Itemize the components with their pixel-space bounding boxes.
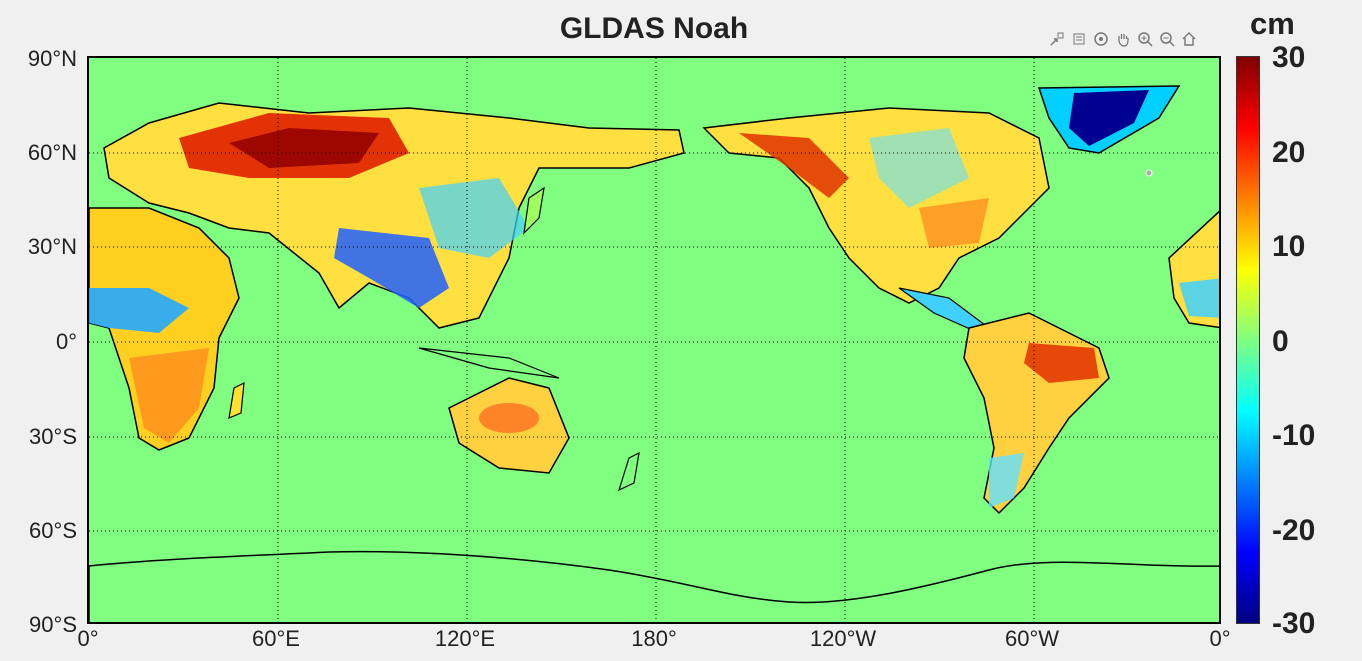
marker-point bbox=[1145, 169, 1153, 177]
home-icon[interactable] bbox=[1180, 30, 1198, 48]
lat-tick-60s: 60°S bbox=[29, 518, 77, 543]
antarctica-landmass bbox=[89, 550, 1219, 622]
map-title: GLDAS Noah bbox=[559, 12, 749, 45]
new-zealand-landmass bbox=[618, 451, 640, 492]
china-cyan bbox=[419, 178, 529, 258]
colorbar-tick-30: 30 bbox=[1272, 41, 1306, 74]
colorbar bbox=[1236, 56, 1260, 624]
lon-tick-0-west: 0° bbox=[77, 626, 99, 651]
greenland-deep-loss bbox=[1069, 90, 1149, 146]
madagascar-landmass bbox=[228, 381, 245, 419]
central-asia-blue bbox=[334, 228, 449, 308]
lat-tick-30n: 30°N bbox=[27, 234, 77, 259]
lon-tick-60w: 60°W bbox=[1004, 626, 1060, 651]
zoom-in-icon[interactable] bbox=[1136, 30, 1154, 48]
brush-icon[interactable] bbox=[1070, 30, 1088, 48]
pan-icon[interactable] bbox=[1114, 30, 1132, 48]
colorbar-tick-20: 20 bbox=[1272, 136, 1306, 169]
lat-tick-90s: 90°S bbox=[29, 612, 77, 637]
map-axes[interactable] bbox=[87, 56, 1221, 624]
colorbar-tick-neg30: -30 bbox=[1272, 607, 1316, 640]
siberia-dark-region bbox=[229, 128, 379, 168]
lat-tick-0: 0° bbox=[55, 329, 77, 354]
lon-tick-60e: 60°E bbox=[252, 626, 300, 651]
lat-tick-90n: 90°N bbox=[27, 46, 77, 71]
alaska-hot-region bbox=[739, 133, 849, 198]
lon-tick-180: 180° bbox=[631, 626, 677, 651]
colorbar-tick-neg10: -10 bbox=[1272, 419, 1316, 452]
canada-cyan-region bbox=[869, 128, 969, 208]
zoom-out-icon[interactable] bbox=[1158, 30, 1176, 48]
colorbar-tick-0: 0 bbox=[1272, 325, 1289, 358]
colorbar-tick-10: 10 bbox=[1272, 230, 1306, 263]
rotate-icon[interactable] bbox=[1092, 30, 1110, 48]
japan-landmass bbox=[523, 186, 545, 235]
africa-west-blue bbox=[89, 288, 189, 333]
south-america-south-cyan bbox=[989, 453, 1024, 508]
map-canvas bbox=[89, 58, 1219, 622]
graticule bbox=[89, 58, 1219, 622]
lon-tick-0-east: 0° bbox=[1209, 626, 1231, 651]
lon-tick-120w: 120°W bbox=[809, 626, 877, 651]
indonesia-landmass bbox=[418, 347, 560, 379]
us-east-orange bbox=[919, 198, 989, 248]
lat-tick-30s: 30°S bbox=[29, 424, 77, 449]
west-africa-edge-cyan bbox=[1179, 278, 1219, 318]
amazon-hot-region bbox=[1024, 343, 1099, 383]
africa-south-region bbox=[129, 348, 209, 443]
lat-tick-60n: 60°N bbox=[27, 140, 77, 165]
colorbar-unit: cm bbox=[1250, 6, 1295, 41]
lon-tick-120e: 120°E bbox=[434, 626, 496, 651]
australia-hot-spot bbox=[479, 403, 539, 433]
axes-toolbar bbox=[1048, 30, 1198, 48]
colorbar-tick-neg20: -20 bbox=[1272, 514, 1316, 547]
south-america-landmass bbox=[963, 312, 1110, 515]
export-icon[interactable] bbox=[1048, 30, 1066, 48]
